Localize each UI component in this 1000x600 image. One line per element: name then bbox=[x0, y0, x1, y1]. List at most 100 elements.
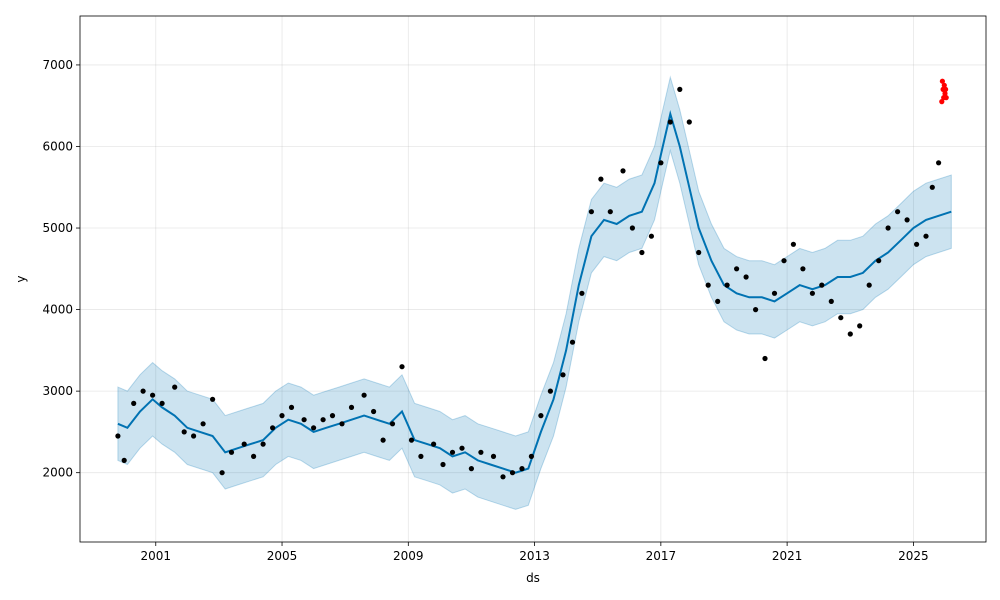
observed-point bbox=[734, 266, 740, 272]
y-axis-ticks: 2000 3000 4000 5000 6000 7000 bbox=[42, 58, 80, 480]
observed-point bbox=[677, 86, 683, 92]
observed-point bbox=[696, 249, 702, 256]
observed-point bbox=[658, 160, 664, 166]
observed-point bbox=[876, 258, 882, 264]
observed-point bbox=[172, 384, 178, 390]
observed-point bbox=[459, 445, 465, 451]
observed-points bbox=[115, 86, 942, 480]
observed-point bbox=[449, 449, 456, 455]
observed-point bbox=[686, 119, 692, 125]
observed-point bbox=[389, 421, 396, 427]
holdout-point bbox=[939, 99, 945, 105]
observed-point bbox=[667, 119, 673, 125]
y-tick-label: 6000 bbox=[42, 139, 73, 153]
uncertainty-band-area bbox=[117, 75, 952, 510]
observed-point bbox=[528, 453, 535, 459]
observed-point bbox=[260, 441, 266, 447]
observed-point bbox=[588, 209, 595, 215]
forecast-line bbox=[117, 109, 952, 474]
x-tick-label: 2001 bbox=[140, 549, 171, 563]
observed-point bbox=[866, 282, 872, 288]
observed-point bbox=[150, 392, 156, 398]
observed-point bbox=[468, 466, 474, 472]
holdout-point bbox=[941, 82, 947, 88]
y-axis-label: y bbox=[14, 275, 28, 282]
observed-point bbox=[361, 392, 367, 398]
observed-point bbox=[440, 461, 446, 468]
holdout-point bbox=[943, 86, 949, 92]
observed-point bbox=[431, 441, 437, 447]
observed-point bbox=[847, 331, 853, 337]
observed-point bbox=[648, 233, 655, 239]
observed-point bbox=[380, 437, 386, 443]
observed-point bbox=[904, 217, 910, 223]
observed-point bbox=[809, 290, 816, 296]
observed-point bbox=[569, 339, 576, 345]
observed-point bbox=[705, 282, 711, 288]
observed-point bbox=[478, 449, 484, 455]
observed-point bbox=[288, 404, 295, 410]
observed-point bbox=[210, 396, 216, 402]
observed-point bbox=[519, 466, 525, 472]
observed-point bbox=[781, 258, 787, 264]
x-axis-ticks: 2001 2005 2009 2013 2017 2021 2025 bbox=[140, 542, 929, 563]
observed-point bbox=[500, 474, 506, 480]
observed-point bbox=[743, 274, 749, 280]
observed-point bbox=[301, 417, 307, 423]
observed-point bbox=[885, 225, 891, 231]
observed-point bbox=[418, 453, 424, 459]
observed-point bbox=[579, 290, 585, 296]
observed-point bbox=[191, 433, 197, 439]
x-tick-label: 2025 bbox=[898, 549, 929, 563]
y-tick-label: 7000 bbox=[42, 58, 73, 72]
observed-point bbox=[715, 298, 721, 304]
observed-point bbox=[790, 241, 797, 247]
observed-point bbox=[490, 453, 497, 459]
observed-point bbox=[771, 290, 778, 296]
y-tick-label: 3000 bbox=[42, 384, 73, 398]
observed-point bbox=[251, 453, 257, 459]
observed-point bbox=[607, 209, 613, 215]
observed-point bbox=[371, 408, 377, 415]
observed-point bbox=[399, 364, 405, 370]
x-tick-label: 2005 bbox=[267, 549, 298, 563]
observed-point bbox=[538, 413, 544, 419]
observed-point bbox=[819, 282, 825, 288]
observed-point bbox=[857, 323, 863, 329]
x-tick-label: 2009 bbox=[393, 549, 424, 563]
y-tick-label: 2000 bbox=[42, 466, 73, 480]
observed-point bbox=[838, 315, 844, 321]
holdout-point bbox=[942, 90, 948, 97]
x-tick-label: 2013 bbox=[519, 549, 550, 563]
observed-point bbox=[828, 298, 834, 304]
grid bbox=[80, 16, 986, 542]
observed-point bbox=[408, 437, 415, 443]
uncertainty-band bbox=[117, 75, 952, 510]
observed-point bbox=[320, 417, 326, 423]
observed-point bbox=[923, 233, 929, 239]
observed-point bbox=[895, 209, 901, 215]
observed-point bbox=[140, 388, 146, 394]
y-tick-label: 5000 bbox=[42, 221, 73, 235]
plot-frame bbox=[79, 15, 987, 543]
x-axis-label: ds bbox=[526, 571, 540, 585]
observed-point bbox=[200, 421, 206, 427]
observed-point bbox=[800, 266, 806, 272]
observed-point bbox=[547, 388, 554, 394]
observed-point bbox=[181, 429, 187, 435]
observed-point bbox=[620, 168, 626, 174]
observed-point bbox=[753, 307, 759, 313]
observed-point bbox=[228, 449, 235, 455]
observed-point bbox=[279, 413, 285, 419]
observed-point bbox=[219, 470, 225, 476]
observed-point bbox=[929, 184, 935, 190]
observed-point bbox=[936, 160, 942, 166]
observed-point bbox=[598, 176, 604, 182]
observed-point bbox=[724, 282, 730, 288]
observed-point bbox=[339, 421, 345, 427]
observed-point bbox=[639, 249, 645, 256]
observed-point bbox=[329, 413, 336, 419]
observed-point bbox=[121, 457, 127, 463]
x-tick-label: 2021 bbox=[772, 549, 803, 563]
